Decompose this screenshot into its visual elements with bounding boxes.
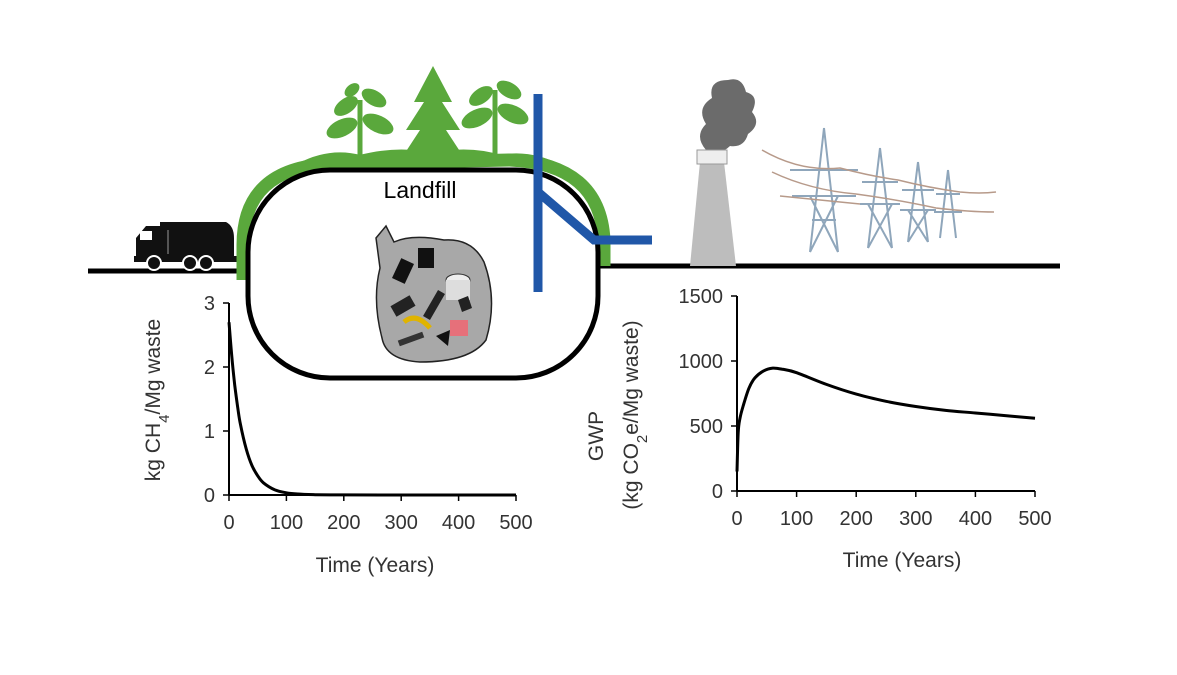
methane-xtick-label: 400	[442, 512, 475, 534]
methane-chart-yticks: 0 1 2 3	[204, 293, 229, 507]
gwp-series-line-0	[735, 366, 1036, 472]
methane-chart: 0 100 200 300 400 500 0 1 2 3 Time (Years) kg CH…	[142, 293, 533, 577]
power-tower-icon	[761, 127, 997, 253]
gwp-xtick-label: 100	[780, 508, 813, 530]
methane-xtick-label: 0	[223, 512, 234, 534]
tree-icon	[403, 66, 463, 164]
methane-x-axis-title: Time (Years)	[316, 554, 435, 577]
gwp-y-axis-title-line1: GWP	[585, 411, 608, 461]
methane-ytick-label: 0	[204, 485, 215, 507]
methane-chart-xticks: 0 100 200 300 400 500	[223, 495, 533, 534]
gwp-xtick-label: 0	[731, 508, 742, 530]
power-lines	[761, 149, 997, 213]
gwp-x-axis-title: Time (Years)	[843, 549, 962, 572]
methane-y-axis-title: kg CH4/Mg waste	[142, 319, 173, 481]
gwp-chart-series	[735, 366, 1036, 472]
gwp-chart-axes	[736, 296, 1035, 492]
methane-ytick-label: 2	[204, 357, 215, 379]
gwp-chart: 0 100 200 300 400 500 0 500 1000 1500 Time (Year…	[585, 286, 1052, 572]
gwp-y-axis-title-line2: (kg CO2e/Mg waste)	[620, 320, 651, 509]
sprout-icon	[326, 83, 394, 160]
gwp-ytick-label: 500	[690, 416, 723, 438]
gwp-xtick-label: 300	[899, 508, 932, 530]
gwp-xtick-label: 400	[959, 508, 992, 530]
methane-xtick-label: 300	[385, 512, 418, 534]
landfill-label: Landfill	[384, 177, 457, 203]
smoke	[700, 79, 757, 153]
gwp-xtick-label: 500	[1018, 508, 1051, 530]
gas-pipe-icon	[533, 94, 652, 292]
methane-xtick-label: 100	[270, 512, 303, 534]
garbage-truck-icon	[134, 222, 238, 271]
methane-series-line-0	[227, 322, 516, 497]
gwp-chart-yticks: 0 500 1000 1500	[679, 286, 737, 503]
gwp-ytick-label: 0	[712, 481, 723, 503]
smokestack-icon	[690, 79, 757, 266]
methane-ytick-label: 1	[204, 421, 215, 443]
gwp-ytick-label: 1000	[679, 351, 724, 373]
methane-xtick-label: 500	[499, 512, 532, 534]
gwp-xtick-label: 200	[840, 508, 873, 530]
methane-chart-series	[227, 322, 516, 497]
gwp-ytick-label: 1500	[679, 286, 724, 308]
methane-xtick-label: 200	[327, 512, 360, 534]
trash-bag-icon	[375, 224, 493, 363]
sprout-icon	[461, 80, 529, 160]
methane-ytick-label: 3	[204, 293, 215, 315]
gwp-chart-xticks: 0 100 200 300 400 500	[731, 491, 1052, 530]
grass-cap	[236, 153, 611, 280]
